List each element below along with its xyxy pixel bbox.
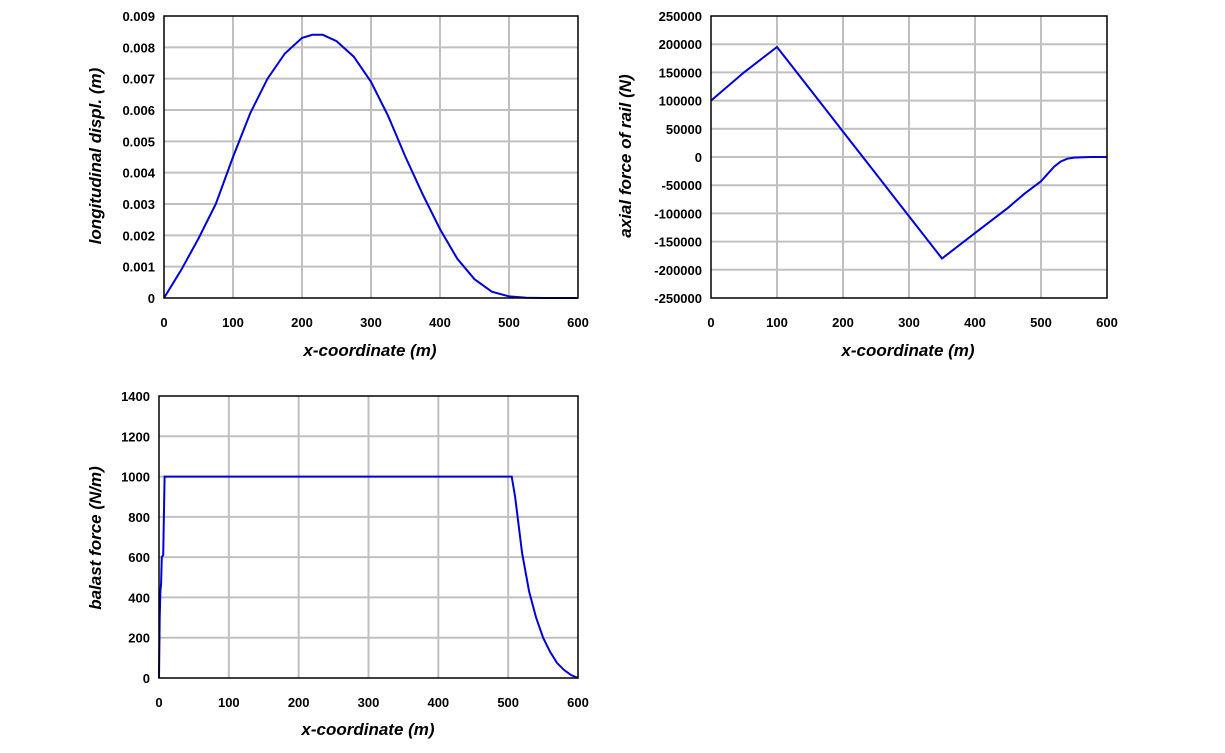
chart-0-ytick-label: 0.004	[122, 166, 155, 181]
chart-1-xlabel: x-coordinate (m)	[840, 341, 975, 360]
chart-1-ytick-label: -150000	[654, 235, 702, 250]
chart-2-ytick-label: 1200	[121, 429, 150, 444]
chart-2-ylabel: balast force (N/m)	[86, 466, 105, 610]
chart-2-xlabel: x-coordinate (m)	[300, 720, 435, 739]
chart-2-xtick-label: 300	[358, 695, 380, 710]
chart-1-ytick-label: 150000	[659, 65, 702, 80]
chart-2-xtick-label: 500	[497, 695, 519, 710]
chart-0-ytick-label: 0.003	[122, 197, 155, 212]
chart-0-ylabel: longitudinal displ. (m)	[86, 67, 105, 244]
chart-0-xtick-label: 400	[429, 315, 451, 330]
chart-2-xtick-label: 0	[155, 695, 162, 710]
chart-0-ytick-label: 0.009	[122, 9, 155, 24]
chart-2-ytick-label: 400	[128, 590, 150, 605]
chart-0-xtick-label: 0	[160, 315, 167, 330]
chart-0-ytick-label: 0.002	[122, 228, 155, 243]
chart-1-xtick-label: 300	[898, 315, 920, 330]
chart-1-ylabel: axial force of rail (N)	[616, 74, 635, 238]
chart-2-ytick-label: 1000	[121, 470, 150, 485]
chart-0-ytick-label: 0	[148, 291, 155, 306]
chart-2-ytick-label: 1400	[121, 389, 150, 404]
chart-1-ytick-label: -250000	[654, 291, 702, 306]
chart-2-ytick-label: 0	[143, 671, 150, 686]
chart-balast-force: x-coordinate (m) balast force (N/m) 0 100…	[86, 389, 589, 739]
chart-0-xtick-label: 100	[222, 315, 244, 330]
chart-2-plot-area	[158, 395, 579, 679]
chart-axial-force-of-rail: x-coordinate (m) axial force of rail (N)…	[616, 9, 1118, 360]
chart-0-xlabel: x-coordinate (m)	[302, 341, 437, 360]
chart-0-xtick-label: 600	[567, 315, 589, 330]
chart-0-xtick-label: 500	[498, 315, 520, 330]
chart-1-ytick-label: -200000	[654, 263, 702, 278]
chart-1-ytick-label: 0	[695, 150, 702, 165]
chart-1-xtick-label: 200	[832, 315, 854, 330]
chart-0-ytick-label: 0.005	[122, 134, 155, 149]
chart-1-ytick-label: 250000	[659, 9, 702, 24]
chart-1-ytick-label: 200000	[659, 37, 702, 52]
chart-longitudinal-displacement: x-coordinate (m) longitudinal displ. (m)…	[86, 9, 589, 360]
chart-1-xtick-label: 500	[1030, 315, 1052, 330]
chart-2-ytick-label: 800	[128, 510, 150, 525]
chart-0-ytick-label: 0.008	[122, 40, 155, 55]
chart-2-series-line	[158, 475, 579, 679]
chart-0-xtick-label: 300	[360, 315, 382, 330]
chart-1-plot-area	[710, 15, 1108, 299]
chart-2-xtick-label: 100	[218, 695, 240, 710]
chart-0-plot-area	[163, 15, 579, 299]
chart-1-ytick-label: -100000	[654, 206, 702, 221]
chart-0-xtick-label: 200	[291, 315, 313, 330]
chart-1-xtick-label: 100	[766, 315, 788, 330]
chart-0-ytick-label: 0.001	[122, 260, 155, 275]
chart-1-ytick-label: -50000	[662, 178, 702, 193]
chart-0-ytick-label: 0.006	[122, 103, 155, 118]
chart-1-xtick-label: 0	[707, 315, 714, 330]
chart-2-ytick-label: 600	[128, 550, 150, 565]
chart-2-xtick-label: 200	[288, 695, 310, 710]
chart-1-ytick-label: 100000	[659, 94, 702, 109]
chart-0-series-line	[163, 33, 578, 299]
chart-1-xtick-label: 600	[1096, 315, 1118, 330]
chart-2-xtick-label: 600	[567, 695, 589, 710]
chart-1-ytick-label: 50000	[666, 122, 702, 137]
chart-2-ytick-label: 200	[128, 631, 150, 646]
chart-2-xtick-label: 400	[427, 695, 449, 710]
chart-1-series-line	[710, 45, 1107, 260]
chart-0-ytick-label: 0.007	[122, 72, 155, 87]
chart-1-xtick-label: 400	[964, 315, 986, 330]
